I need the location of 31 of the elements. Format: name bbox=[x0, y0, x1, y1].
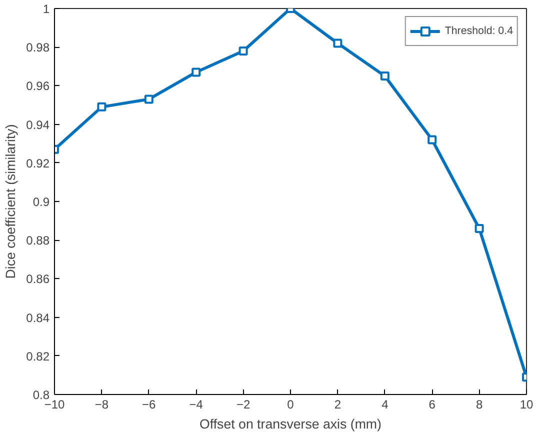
point bbox=[97, 102, 106, 112]
point bbox=[380, 72, 390, 81]
y-tick-label: 0.94 bbox=[26, 118, 50, 132]
x-tick-label: 6 bbox=[428, 398, 436, 412]
x-tick-label: −2 bbox=[236, 398, 250, 412]
point bbox=[144, 94, 154, 104]
y-tick-label: 0.82 bbox=[26, 349, 50, 364]
y-tick-label: 0.96 bbox=[26, 79, 50, 94]
x-tick-label: 4 bbox=[382, 398, 389, 412]
x-tick-label: −8 bbox=[94, 398, 109, 412]
y-tick-label: 0.98 bbox=[26, 40, 50, 55]
x-tick-label: 0 bbox=[287, 398, 294, 412]
legend-label: Threshold: 0.4 bbox=[444, 25, 513, 37]
point bbox=[474, 224, 484, 234]
x-axis-title: Offset on transverse axis (mm) bbox=[200, 416, 382, 432]
x-tick-label: 8 bbox=[476, 398, 483, 412]
y-axis-title: Dice coefficient (similarity) bbox=[3, 124, 18, 279]
y-tick-label: 0.88 bbox=[26, 234, 50, 248]
point bbox=[238, 46, 248, 56]
point bbox=[428, 135, 437, 144]
x-tick-label: 2 bbox=[334, 398, 342, 412]
y-tick-label: 0.9 bbox=[32, 195, 50, 209]
y-tick-label: 0.86 bbox=[26, 272, 50, 286]
y-tick-label: 0.84 bbox=[26, 310, 50, 325]
y-tick-label: 1 bbox=[42, 2, 50, 16]
x-tick-label: −6 bbox=[142, 398, 156, 412]
x-tick-label: −4 bbox=[189, 398, 204, 412]
x-tick-label: 10 bbox=[520, 398, 534, 412]
point bbox=[192, 68, 201, 77]
point bbox=[333, 38, 342, 48]
y-tick-label: 0.92 bbox=[26, 156, 50, 170]
